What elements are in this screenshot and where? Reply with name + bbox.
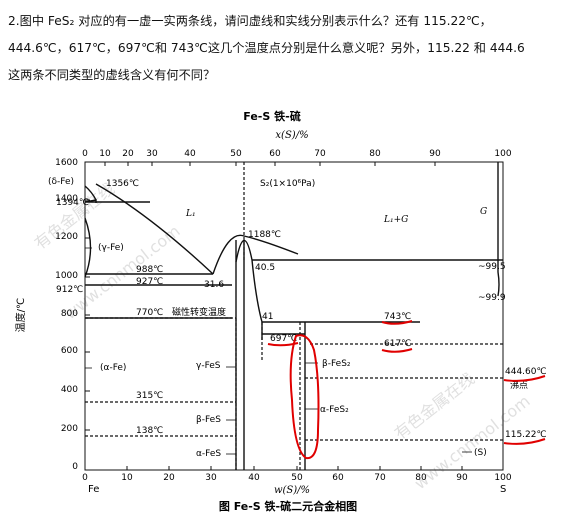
plot-frame <box>84 161 504 471</box>
phase-lines <box>84 162 503 470</box>
y-tick-label: 600 <box>61 346 78 356</box>
top-tick-label: 80 <box>369 149 381 159</box>
red-underline-617 <box>381 348 413 353</box>
phase-s-solid: (S) <box>474 448 487 458</box>
watermark-text: 有色金属在线 <box>391 369 478 443</box>
phase-labels: (δ-Fe) (γ-Fe) (α-Fe) S₂(1×10⁶Pa) L₁ L₁+G… <box>48 177 528 459</box>
top-tick-label: 100 <box>494 149 511 159</box>
bottom-tick-label: 10 <box>121 473 133 483</box>
temp-697: 697℃ <box>270 334 297 344</box>
comp-41: 41 <box>262 312 273 322</box>
question-line-1: 2.图中 FeS₂ 对应的有一虚一实两条线，请问虚线和实线分别表示什么？还有 1… <box>8 14 492 28</box>
temp-444: 444.60℃ <box>505 367 547 377</box>
phase-l1: L₁ <box>185 209 196 219</box>
temp-1394: 1394℃ <box>56 198 89 208</box>
top-tick-label: 60 <box>269 149 281 159</box>
y-tick-label: 800 <box>61 309 78 319</box>
red-underline-115 <box>503 438 546 445</box>
fe-s-phase-diagram: 有色金属在线 www.cnnmol.com 有色金属在线 www.cnnmol.… <box>14 109 547 513</box>
comp-40-5: 40.5 <box>255 263 275 273</box>
phase-delta-fe: (δ-Fe) <box>48 177 74 187</box>
red-underline-743 <box>381 320 413 325</box>
y-tick-label: 200 <box>61 424 78 434</box>
top-tick-label: 40 <box>184 149 196 159</box>
y-tick-label: 1400 <box>55 194 78 204</box>
phase-alpha-fes2: α-FeS₂ <box>320 405 349 415</box>
top-tick-label: 90 <box>429 149 441 159</box>
phase-beta-fes2: β-FeS₂ <box>322 359 351 369</box>
temp-1188: 1188℃ <box>248 230 281 240</box>
phase-gamma-fes: γ-FeS <box>196 361 221 371</box>
temp-315: 315℃ <box>136 391 163 401</box>
red-ellipse-fes2 <box>289 334 320 460</box>
y-tick-label: 1000 <box>55 271 78 281</box>
magnetic-transition-label: 磁性转变温度 <box>172 306 226 318</box>
y-tick-label: 1600 <box>55 158 78 168</box>
comp-31-6: 31.6 <box>204 280 224 290</box>
diagram-caption: 图 Fe-S 铁-硫二元合金相图 <box>219 499 357 513</box>
temp-743: 743℃ <box>384 312 411 322</box>
temperature-labels: 1394℃ 1356℃ 1188℃ 988℃ 927℃ 912℃ 770℃ 74… <box>56 179 547 440</box>
composition-labels: 31.6 40.5 41 ~99.5 ~99.9 <box>204 262 506 322</box>
watermark-text: www.cnnmol.com <box>61 221 184 323</box>
bottom-tick-label: 90 <box>456 473 468 483</box>
bottom-tick-label: 80 <box>415 473 427 483</box>
top-tick-marks <box>104 162 436 166</box>
temp-927: 927℃ <box>136 277 163 287</box>
temp-138: 138℃ <box>136 426 163 436</box>
bottom-tick-label: 100 <box>494 473 511 483</box>
phase-s2-gas: S₂(1×10⁶Pa) <box>260 179 315 189</box>
phase-beta-fes: β-FeS <box>196 415 221 425</box>
y-tick-label: 0 <box>72 462 78 472</box>
bottom-tick-label: 30 <box>205 473 217 483</box>
left-element-label: Fe <box>88 484 99 495</box>
comp-99-5: ~99.5 <box>478 262 506 272</box>
phase-alpha-fes: α-FeS <box>196 449 221 459</box>
temp-1356: 1356℃ <box>106 179 139 189</box>
label-leader-lines <box>85 247 472 455</box>
diagram-title: Fe-S 铁-硫 <box>243 109 300 123</box>
temp-912: 912℃ <box>56 285 83 295</box>
question-text: 2.图中 FeS₂ 对应的有一虚一实两条线，请问虚线和实线分别表示什么？还有 1… <box>8 8 560 89</box>
y-tick-label: 400 <box>61 385 78 395</box>
temp-988: 988℃ <box>136 265 163 275</box>
temp-115: 115.22℃ <box>505 430 547 440</box>
bottom-tick-label: 0 <box>82 473 88 483</box>
question-line-2: 444.6℃，617℃，697℃和 743℃这几个温度点分别是什么意义呢？另外，… <box>8 41 525 55</box>
phase-l1-g: L₁+G <box>383 215 408 225</box>
top-tick-label: 50 <box>230 149 242 159</box>
comp-99-9: ~99.9 <box>478 293 506 303</box>
dashed-lines <box>85 162 503 470</box>
top-tick-label: 20 <box>122 149 134 159</box>
top-tick-label: 0 <box>82 149 88 159</box>
y-tick-label: 1200 <box>55 232 78 242</box>
bottom-axis-ticks: 0 10 20 30 40 50 60 70 80 90 100 <box>82 473 512 483</box>
temp-770: 770℃ <box>136 308 163 318</box>
top-tick-label: 70 <box>314 149 326 159</box>
red-annotations <box>267 320 546 460</box>
right-element-label: S <box>500 484 506 495</box>
y-axis-ticks: 1600 1400 1200 1000 800 600 400 200 0 <box>55 158 463 472</box>
red-underline-697 <box>267 342 299 347</box>
phase-gamma-fe: (γ-Fe) <box>98 243 124 253</box>
bottom-axis-label: w(S)/% <box>274 485 310 496</box>
temp-617: 617℃ <box>384 339 411 349</box>
boiling-point-label: 沸点 <box>510 379 528 391</box>
top-axis-ticks: 0 10 20 30 40 50 60 70 80 90 100 <box>82 149 512 159</box>
phase-alpha-fe: (α-Fe) <box>100 363 126 373</box>
question-line-3: 这两条不同类型的虚线含义有何不同？ <box>8 68 216 82</box>
top-axis-label: x(S)/% <box>275 130 308 141</box>
bottom-tick-label: 70 <box>374 473 386 483</box>
bottom-tick-marks <box>126 466 463 470</box>
top-tick-label: 10 <box>99 149 111 159</box>
bottom-tick-label: 60 <box>332 473 344 483</box>
y-tick-marks <box>85 161 90 431</box>
y-axis-label: 温度/℃ <box>14 298 27 333</box>
bottom-tick-label: 20 <box>163 473 175 483</box>
bottom-tick-label: 50 <box>291 473 303 483</box>
bottom-tick-label: 40 <box>248 473 260 483</box>
phase-g: G <box>480 207 487 217</box>
top-tick-label: 30 <box>146 149 158 159</box>
red-underline-444 <box>503 375 546 382</box>
